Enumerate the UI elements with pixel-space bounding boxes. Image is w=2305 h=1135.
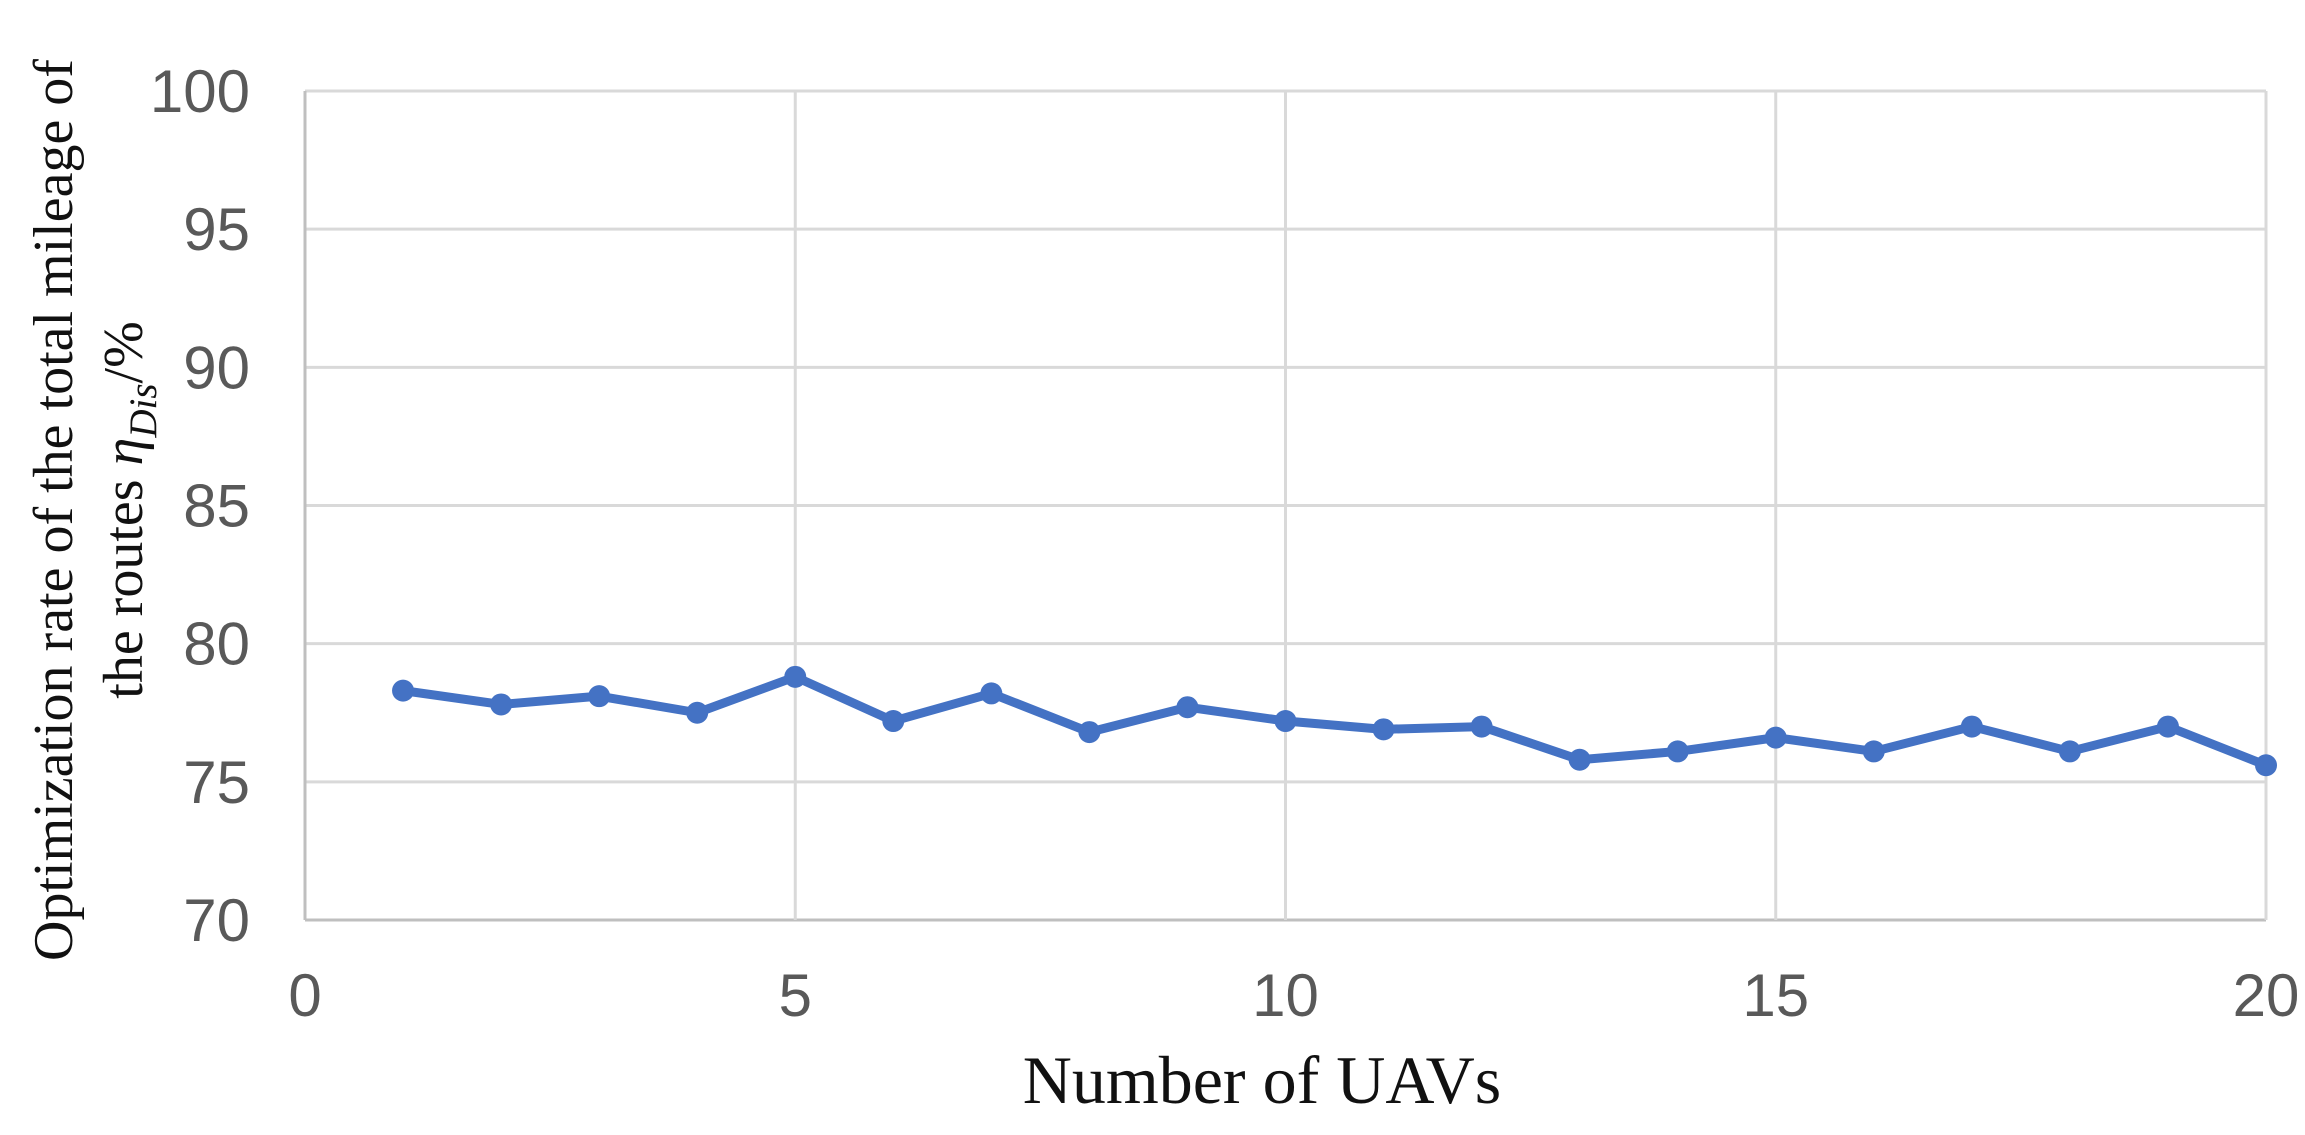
x-tick-label: 10: [1252, 962, 1319, 1029]
data-point-marker: [2255, 754, 2277, 777]
y-axis-title-eta-subscript: Dis: [122, 383, 165, 438]
y-axis-title-line2-prefix: the routes: [93, 465, 155, 698]
data-point-marker: [882, 710, 905, 733]
data-point-marker: [1568, 748, 1591, 771]
x-tick-label: 0: [288, 962, 321, 1029]
y-tick-label: 90: [183, 334, 250, 401]
data-point-marker: [2058, 740, 2081, 763]
y-axis-title-suffix: /%: [93, 321, 155, 383]
data-point-marker: [1862, 740, 1885, 763]
data-point-marker: [1372, 718, 1395, 741]
data-point-marker: [980, 682, 1003, 705]
data-point-marker: [490, 693, 513, 716]
y-axis-title-line2: the routes ηDis/%: [93, 321, 165, 698]
y-tick-label: 100: [150, 58, 250, 125]
y-tick-label: 70: [183, 887, 250, 954]
data-point-marker: [1960, 715, 1983, 738]
data-point-marker: [1274, 710, 1297, 733]
y-axis-title-eta-symbol: η: [93, 438, 155, 466]
data-point-marker: [1078, 721, 1101, 744]
y-tick-label: 85: [183, 473, 250, 540]
data-point-marker: [686, 701, 709, 724]
y-axis-title-line1: Optimization rate of the total mileage o…: [23, 59, 85, 961]
x-tick-label: 20: [2233, 962, 2300, 1029]
x-tick-label: 5: [779, 962, 812, 1029]
data-point-marker: [588, 685, 611, 708]
data-series-line: [398, 672, 2271, 770]
data-point-marker: [784, 665, 807, 688]
data-point-marker: [1176, 696, 1199, 719]
data-point-marker: [1666, 740, 1689, 763]
y-tick-label: 80: [183, 611, 250, 678]
x-tick-label: 15: [1742, 962, 1809, 1029]
data-point-marker: [1470, 715, 1493, 738]
x-axis-title: Number of UAVs: [1023, 1042, 1502, 1118]
data-point-marker: [1764, 726, 1787, 749]
y-tick-label: 75: [183, 749, 250, 816]
data-point-marker: [2156, 715, 2179, 738]
data-point-marker: [392, 679, 415, 702]
y-tick-label: 95: [183, 196, 250, 263]
